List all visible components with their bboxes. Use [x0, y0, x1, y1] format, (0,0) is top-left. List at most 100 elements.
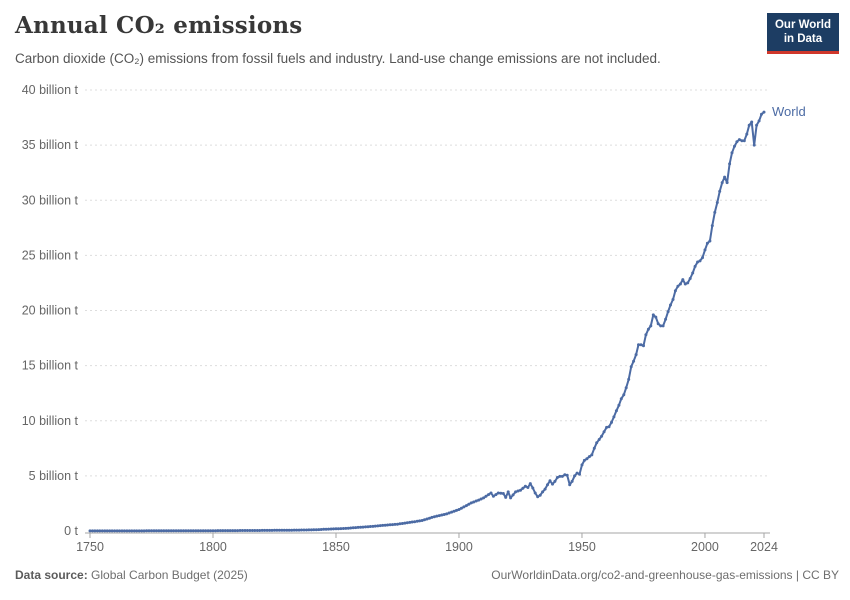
data-point: [218, 529, 222, 533]
data-point: [740, 139, 744, 143]
data-point: [447, 511, 451, 515]
data-point: [95, 529, 99, 533]
data-point: [423, 518, 426, 522]
data-point: [698, 259, 702, 263]
data-source-note: Data source: Global Carbon Budget (2025): [15, 568, 248, 582]
data-point: [669, 303, 672, 307]
data-point: [137, 529, 141, 533]
data-point: [582, 458, 586, 462]
data-point: [122, 529, 126, 533]
data-point: [105, 529, 109, 533]
data-point: [182, 529, 185, 533]
data-point: [617, 403, 621, 407]
data-point: [147, 529, 151, 533]
data-point: [263, 528, 267, 532]
data-point: [359, 525, 363, 529]
data-point: [762, 110, 766, 114]
data-point: [501, 492, 505, 495]
data-point: [455, 508, 458, 512]
data-point: [713, 210, 717, 214]
data-point: [142, 529, 146, 533]
y-tick-label: 15 billion t: [22, 359, 79, 373]
data-point: [432, 515, 436, 519]
data-point: [344, 526, 348, 530]
data-point: [752, 143, 756, 147]
data-point: [654, 315, 658, 319]
data-point: [209, 529, 212, 533]
data-point: [612, 415, 616, 419]
data-point: [595, 441, 599, 445]
data-point: [644, 333, 648, 337]
data-point: [223, 529, 227, 533]
data-point: [378, 524, 382, 528]
data-point: [725, 181, 729, 185]
data-point: [516, 489, 520, 493]
data-point: [100, 529, 104, 533]
data-point: [440, 513, 444, 517]
data-point: [656, 322, 660, 326]
data-point: [580, 463, 584, 467]
data-point: [236, 529, 240, 533]
data-point: [336, 527, 340, 531]
data-point: [686, 281, 690, 285]
data-point: [639, 343, 643, 347]
data-point: [103, 529, 107, 533]
data-point: [204, 529, 208, 533]
data-point: [319, 528, 323, 531]
data-point: [177, 529, 181, 533]
data-point: [233, 529, 237, 533]
data-point: [167, 529, 171, 533]
data-point: [477, 498, 481, 502]
data-point: [737, 138, 741, 142]
data-point: [546, 483, 549, 487]
data-point: [349, 526, 353, 530]
data-point: [280, 528, 284, 532]
data-point: [159, 529, 163, 533]
data-point: [570, 479, 574, 483]
data-point: [634, 353, 638, 357]
data-point: [386, 523, 390, 527]
data-point: [590, 453, 594, 457]
x-tick-label: 1900: [445, 540, 473, 554]
series-label-world: World: [772, 104, 806, 119]
data-point: [371, 524, 375, 528]
data-point: [528, 482, 532, 486]
data-point: [157, 529, 161, 533]
x-tick-label: 2000: [691, 540, 719, 554]
data-point: [745, 132, 749, 136]
data-point: [110, 529, 114, 533]
data-point: [194, 529, 198, 533]
data-point: [499, 491, 503, 495]
data-point: [600, 434, 604, 438]
data-point: [93, 529, 97, 533]
x-tick-label: 1800: [199, 540, 227, 554]
data-point: [172, 529, 176, 533]
data-point: [270, 528, 274, 532]
data-point: [705, 241, 709, 245]
data-point: [258, 529, 262, 532]
data-point: [558, 474, 562, 478]
data-point: [659, 324, 663, 328]
y-tick-label: 20 billion t: [22, 304, 79, 318]
license-url-note: OurWorldinData.org/co2-and-greenhouse-ga…: [491, 568, 839, 582]
data-point: [277, 528, 281, 532]
data-point: [214, 529, 217, 533]
data-point: [135, 529, 139, 533]
data-point: [403, 521, 407, 525]
data-point: [265, 528, 269, 532]
y-tick-label: 25 billion t: [22, 248, 79, 262]
data-point: [560, 474, 564, 478]
data-point: [605, 425, 609, 429]
data-point: [88, 529, 92, 533]
data-point: [479, 497, 483, 501]
data-point: [189, 529, 193, 533]
data-point: [302, 528, 306, 532]
data-point: [646, 327, 650, 331]
data-point: [742, 139, 746, 143]
y-gridlines: [85, 89, 770, 477]
data-point: [701, 256, 704, 260]
data-point: [703, 248, 707, 252]
data-point: [693, 264, 697, 268]
data-point: [174, 529, 178, 533]
